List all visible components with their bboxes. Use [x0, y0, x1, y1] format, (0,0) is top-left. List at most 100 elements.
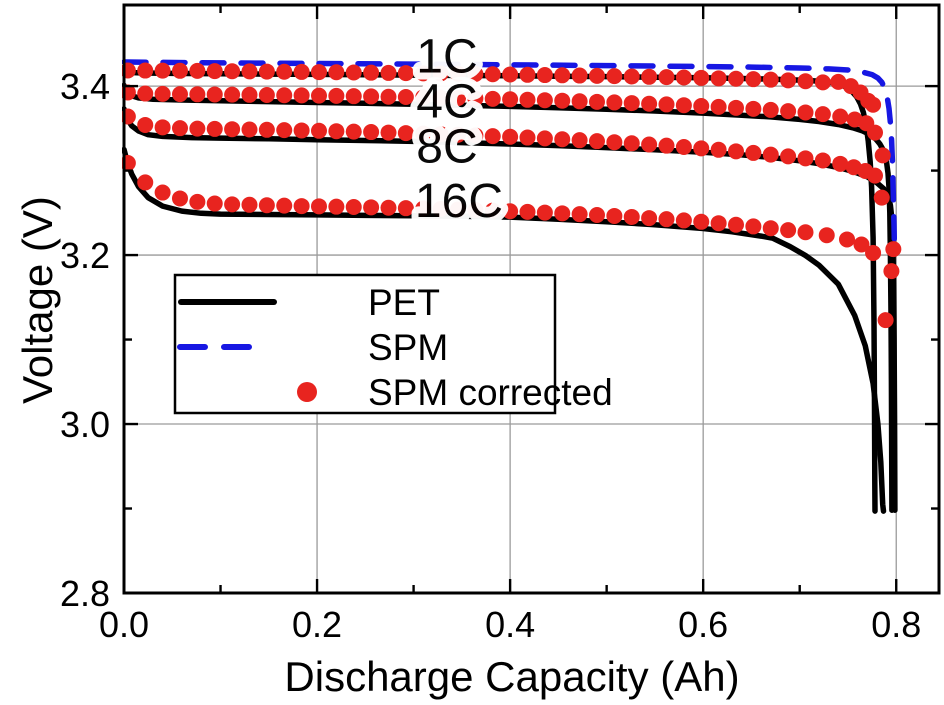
data-point — [745, 100, 762, 117]
x-tick-label-0.6: 0.6 — [678, 604, 728, 645]
data-point — [571, 93, 588, 110]
data-point — [171, 62, 188, 79]
data-point — [554, 205, 571, 222]
data-point — [693, 213, 710, 230]
x-tick-label-0.0: 0.0 — [99, 604, 149, 645]
data-point — [397, 125, 414, 142]
data-point — [885, 241, 902, 258]
data-point — [380, 199, 397, 216]
data-point — [675, 69, 692, 86]
data-point — [797, 224, 814, 241]
data-point — [745, 71, 762, 88]
data-point — [154, 62, 171, 79]
y-tick-label-2.8: 2.8 — [60, 573, 110, 614]
data-point — [449, 90, 466, 107]
data-point — [380, 88, 397, 105]
data-point — [588, 207, 605, 224]
data-point — [328, 87, 345, 104]
data-point — [780, 222, 797, 239]
data-point — [710, 98, 727, 115]
data-point — [467, 127, 484, 144]
data-point — [137, 116, 154, 133]
data-point — [328, 123, 345, 140]
data-point — [641, 68, 658, 85]
data-point — [710, 141, 727, 158]
data-point — [536, 130, 553, 147]
data-point — [397, 89, 414, 106]
data-point — [363, 124, 380, 141]
data-point — [606, 134, 623, 151]
data-point — [310, 64, 327, 81]
data-point — [502, 66, 519, 83]
data-point — [189, 86, 206, 103]
data-point — [467, 202, 484, 219]
rate-label-8c: 8C — [416, 121, 477, 174]
data-point — [867, 167, 884, 184]
data-point — [224, 86, 241, 103]
y-axis-title: Voltage (V) — [14, 196, 61, 404]
data-point — [293, 63, 310, 80]
data-point — [780, 148, 797, 165]
y-tick-label-3.2: 3.2 — [60, 235, 110, 276]
data-point — [276, 63, 293, 80]
data-point — [363, 64, 380, 81]
data-point — [310, 122, 327, 139]
data-point — [727, 99, 744, 116]
series-pet-16c — [122, 146, 887, 514]
data-point — [502, 203, 519, 220]
data-point — [122, 108, 136, 125]
data-point — [745, 218, 762, 235]
data-point — [762, 220, 779, 237]
data-point — [571, 132, 588, 149]
data-point — [762, 101, 779, 118]
data-point — [432, 89, 449, 106]
data-point — [415, 89, 432, 106]
data-point — [206, 120, 223, 137]
data-point — [519, 66, 536, 83]
data-point — [606, 94, 623, 111]
data-point — [380, 124, 397, 141]
data-point — [641, 95, 658, 112]
data-point — [224, 196, 241, 213]
data-point — [467, 66, 484, 83]
data-point — [675, 212, 692, 229]
data-point — [606, 207, 623, 224]
series-spm-corrected-16c — [122, 154, 882, 261]
y-tick-label-3.4: 3.4 — [60, 66, 110, 107]
data-point — [762, 71, 779, 88]
data-point — [484, 66, 501, 83]
data-point — [467, 90, 484, 107]
legend-label-spm-corrected: SPM corrected — [368, 372, 613, 413]
data-point — [873, 189, 890, 206]
data-point — [345, 88, 362, 105]
data-point — [171, 120, 188, 137]
data-point — [588, 133, 605, 150]
data-point — [830, 73, 847, 90]
data-point — [206, 195, 223, 212]
data-point — [606, 68, 623, 85]
data-point — [818, 227, 835, 244]
data-point — [623, 135, 640, 152]
data-point — [345, 64, 362, 81]
data-point — [122, 154, 136, 171]
data-point — [780, 72, 797, 89]
tick-labels: 0.0 0.2 0.4 0.6 0.8 2.8 3.0 3.2 3.4 — [60, 66, 921, 645]
data-point — [415, 125, 432, 142]
data-point — [710, 215, 727, 232]
data-point — [484, 128, 501, 145]
series-spm-1c — [122, 59, 898, 254]
legend-label-pet: PET — [368, 282, 440, 323]
data-point — [853, 236, 870, 253]
data-point — [137, 85, 154, 102]
x-tick-label-0.4: 0.4 — [485, 604, 535, 645]
data-point — [571, 206, 588, 223]
data-point — [874, 147, 891, 164]
data-point — [432, 201, 449, 218]
data-point — [641, 210, 658, 227]
data-point — [310, 87, 327, 104]
data-point — [877, 312, 894, 329]
data-point — [122, 62, 136, 79]
data-point — [258, 121, 275, 138]
